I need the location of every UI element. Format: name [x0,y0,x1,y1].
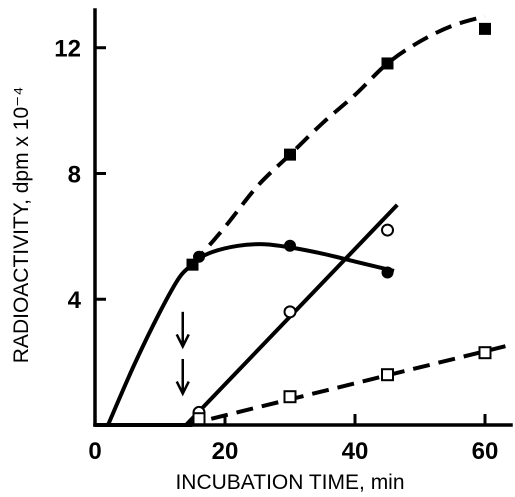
x-tick-label: 40 [342,438,369,465]
data-point-open-circle [381,223,394,237]
y-tick-label: 4 [68,287,82,314]
data-point-open-square [381,368,394,382]
x-tick-label: 0 [88,438,101,465]
down-arrow-icon [175,311,190,350]
series-filled-circle [191,239,395,279]
x-tick-label: 60 [472,438,499,465]
data-point-open-square [478,346,492,360]
arrow-head [175,333,190,350]
data-point-open-square [283,390,297,404]
x-axis-title: INCUBATION TIME, min [175,471,404,494]
y-tick-label: 8 [68,161,81,188]
series-layer [95,14,512,427]
data-point-open-square [192,412,206,426]
data-point-open-circle [283,305,297,319]
arrow-head [175,381,190,397]
axes: 0 20 40 60 4 8 12 [54,8,513,465]
data-point-filled-circle [381,266,394,279]
y-axis-title: RADIOACTIVITY, dpm x 10⁻⁴ [10,87,33,363]
data-point-filled-square [479,22,491,35]
data-point-filled-circle [284,239,296,252]
data-point-filled-square [381,57,394,70]
series-open-square [185,342,512,427]
series-line [185,342,512,427]
down-arrow-icon [175,358,190,397]
data-point-filled-circle [193,250,205,263]
x-tick-label: 20 [212,438,239,465]
annotation-layer [175,311,190,397]
data-point-filled-square [284,148,296,161]
series-line [190,14,486,266]
series-line-solid-part [106,263,194,426]
series-filled-square [106,14,491,426]
y-tick-label: 12 [54,36,81,63]
